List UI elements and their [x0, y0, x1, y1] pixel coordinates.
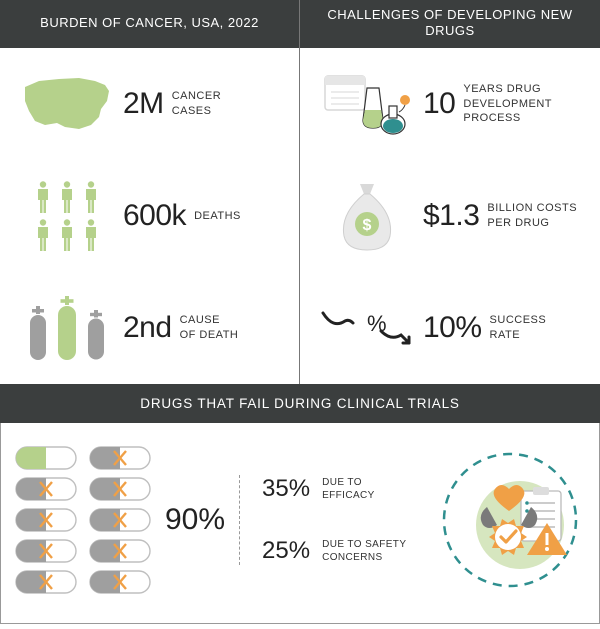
pill-fail	[89, 539, 151, 563]
stat-cause: 2nd CAUSE OF DEATH	[0, 272, 299, 384]
pill-fail	[15, 539, 77, 563]
stat-cost: $ $1.3 BILLION COSTS PER DRUG	[300, 160, 600, 272]
usa-map-icon	[14, 75, 119, 133]
svg-text:$: $	[362, 217, 371, 234]
stat-success: % 10% SUCCESS RATE	[300, 272, 600, 384]
top-section: BURDEN OF CANCER, USA, 2022 2M CANCER CA…	[0, 0, 600, 384]
years-value: 10	[419, 87, 463, 121]
cases-value: 2M	[119, 87, 172, 121]
burden-column: BURDEN OF CANCER, USA, 2022 2M CANCER CA…	[0, 0, 300, 384]
deaths-label: DEATHS	[194, 209, 241, 224]
efficacy-label: DUE TO EFFICACY	[322, 476, 375, 503]
safety-value: 25%	[262, 537, 310, 565]
reason-safety: 25% DUE TO SAFETY CONCERNS	[262, 537, 406, 565]
pills-grid	[15, 446, 155, 594]
efficacy-value: 35%	[262, 475, 310, 503]
pill-fail	[15, 477, 77, 501]
fail-pct: 90%	[155, 503, 239, 537]
fail-title: DRUGS THAT FAIL DURING CLINICAL TRIALS	[0, 384, 600, 423]
stat-years: 10 YEARS DRUG DEVELOPMENT PROCESS	[300, 48, 600, 160]
pill-fail	[89, 477, 151, 501]
cases-label: CANCER CASES	[172, 89, 221, 119]
lab-icon	[314, 70, 419, 138]
burden-title: BURDEN OF CANCER, USA, 2022	[0, 0, 299, 48]
stat-deaths: 600k DEATHS	[0, 160, 299, 272]
pill-fail	[89, 446, 151, 470]
fail-reasons: 35% DUE TO EFFICACY 25% DUE TO SAFETY CO…	[239, 475, 406, 565]
stat-cases: 2M CANCER CASES	[0, 48, 299, 160]
cost-value: $1.3	[419, 199, 487, 233]
pill-fail	[15, 570, 77, 594]
pill-fail	[89, 570, 151, 594]
success-label: SUCCESS RATE	[490, 313, 547, 343]
challenges-column: CHALLENGES OF DEVELOPING NEW DRUGS 10 YE	[300, 0, 600, 384]
reason-efficacy: 35% DUE TO EFFICACY	[262, 475, 406, 503]
money-bag-icon: $	[314, 178, 419, 254]
fail-section: 90% 35% DUE TO EFFICACY 25% DUE TO SAFET…	[0, 423, 600, 624]
safety-label: DUE TO SAFETY CONCERNS	[322, 538, 406, 565]
graves-icon	[14, 296, 119, 360]
challenges-title: CHALLENGES OF DEVELOPING NEW DRUGS	[300, 0, 600, 48]
cause-label: CAUSE OF DEATH	[180, 313, 239, 343]
pill-success	[15, 446, 77, 470]
pill-fail	[89, 508, 151, 532]
success-value: 10%	[419, 311, 490, 345]
cost-label: BILLION COSTS PER DRUG	[487, 201, 577, 231]
pill-fail	[15, 508, 77, 532]
badge-icon	[435, 445, 585, 595]
cause-value: 2nd	[119, 311, 180, 345]
people-icon	[14, 180, 119, 252]
deaths-value: 600k	[119, 199, 194, 233]
decline-icon: %	[314, 305, 419, 351]
years-label: YEARS DRUG DEVELOPMENT PROCESS	[463, 82, 552, 127]
